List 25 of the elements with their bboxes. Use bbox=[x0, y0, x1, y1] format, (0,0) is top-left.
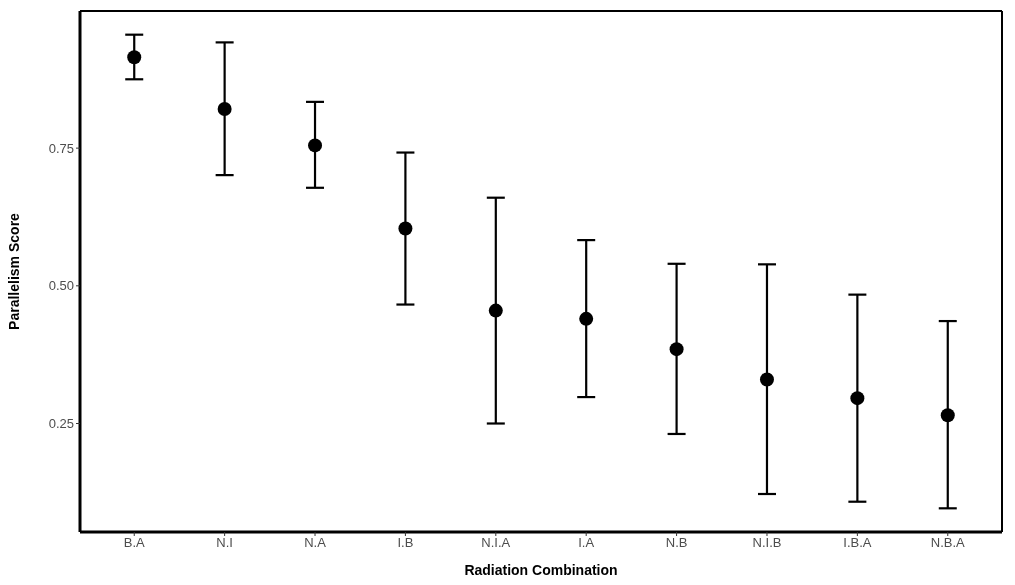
y-tick-label: 0.25 bbox=[48, 416, 74, 432]
x-tick-label: N.I.B bbox=[752, 535, 782, 551]
y-tick-label: 0.75 bbox=[48, 140, 74, 156]
x-tick-label: N.B bbox=[665, 535, 688, 551]
x-tick-label: B.A bbox=[123, 535, 146, 551]
x-tick-label: I.B bbox=[397, 535, 414, 551]
x-tick-label: I.B.A bbox=[843, 535, 872, 551]
point bbox=[669, 342, 684, 357]
point bbox=[217, 102, 232, 117]
x-tick-label: I.A bbox=[578, 535, 595, 551]
point bbox=[127, 50, 142, 65]
x-tick-label: N.I.A bbox=[481, 535, 511, 551]
y-axis-title: Parallelism Score bbox=[5, 212, 22, 330]
x-tick-label: N.I bbox=[216, 535, 233, 551]
point bbox=[940, 408, 955, 423]
x-tick-label: N.A bbox=[304, 535, 327, 551]
point bbox=[579, 311, 594, 326]
point bbox=[759, 372, 774, 387]
point bbox=[850, 391, 865, 406]
point bbox=[308, 138, 323, 153]
x-axis-title: Radiation Combination bbox=[464, 562, 618, 578]
point bbox=[488, 303, 503, 318]
y-tick-label: 0.50 bbox=[48, 278, 74, 294]
x-tick-label: N.B.A bbox=[930, 535, 966, 551]
point bbox=[398, 221, 413, 236]
